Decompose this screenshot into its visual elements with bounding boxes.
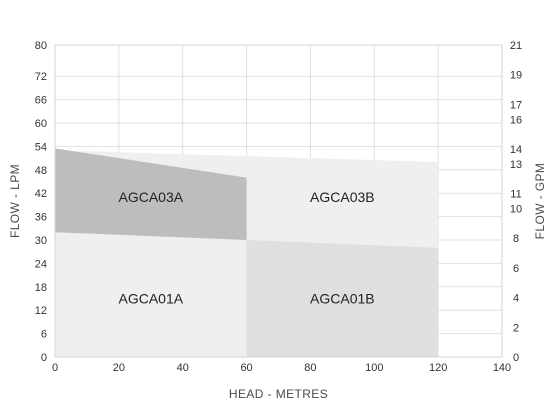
y-tick-label: 54: [35, 141, 47, 153]
y2-tick-label: 0: [513, 352, 519, 364]
y-tick-label: 24: [35, 258, 47, 270]
region-label-agca03a: AGCA03A: [118, 189, 183, 205]
y2-tick-label: 8: [513, 233, 519, 245]
y2-tick-label: 21: [510, 40, 522, 52]
region-labels: AGCA01A AGCA01B AGCA03B AGCA03A: [118, 189, 374, 306]
y-axis-title: FLOW - LPM: [8, 164, 22, 238]
x-tick-label: 60: [240, 362, 252, 374]
y-tick-label: 48: [35, 165, 47, 177]
x-tick-label: 100: [365, 362, 383, 374]
x-tick-label: 80: [304, 362, 316, 374]
region-label-agca03b: AGCA03B: [310, 189, 375, 205]
y2-tick-label: 14: [510, 144, 522, 156]
area-agca01b: [246, 238, 439, 357]
y2-tick-label: 11: [510, 189, 521, 201]
y2-tick-label: 19: [510, 70, 522, 82]
x-tick-label: 0: [52, 362, 58, 374]
x-axis-title: HEAD - METRES: [229, 387, 328, 401]
y2-tick-label: 4: [513, 293, 519, 305]
y2-tick-label: 17: [510, 99, 522, 111]
region-label-agca01a: AGCA01A: [118, 291, 183, 307]
x-tick-label: 140: [493, 362, 511, 374]
area-agca03a: [55, 148, 247, 240]
y2-axis-title: FLOW - GPM: [533, 163, 547, 240]
y-tick-label: 6: [41, 329, 47, 341]
plot-frame: [54, 44, 503, 358]
area-agca01a: [55, 232, 247, 357]
y2-tick-label: 13: [510, 159, 522, 171]
y-tick-label: 36: [35, 212, 47, 224]
y-tick-label: 72: [35, 71, 47, 83]
y2-tick-label: 10: [510, 203, 522, 215]
x-tick-label: 120: [429, 362, 447, 374]
axes: 0 20 40 60 80 100 120 1400612182430364248546066…: [35, 40, 522, 374]
y-tick-label: 66: [35, 95, 47, 107]
y-tick-label: 80: [35, 40, 47, 52]
x-tick-label: 40: [177, 362, 189, 374]
y-tick-label: 42: [35, 188, 47, 200]
region-label-agca01b: AGCA01B: [310, 291, 375, 307]
y-tick-label: 60: [35, 118, 47, 130]
performance-areas: [55, 148, 439, 357]
y2-tick-label: 16: [510, 114, 522, 126]
y-tick-label: 0: [41, 352, 47, 364]
y-tick-label: 30: [35, 235, 47, 247]
y2-tick-label: 2: [513, 322, 519, 334]
y-tick-label: 18: [35, 282, 47, 294]
y-tick-label: 12: [35, 305, 47, 317]
y2-tick-label: 6: [513, 263, 519, 275]
x-tick-label: 20: [113, 362, 125, 374]
